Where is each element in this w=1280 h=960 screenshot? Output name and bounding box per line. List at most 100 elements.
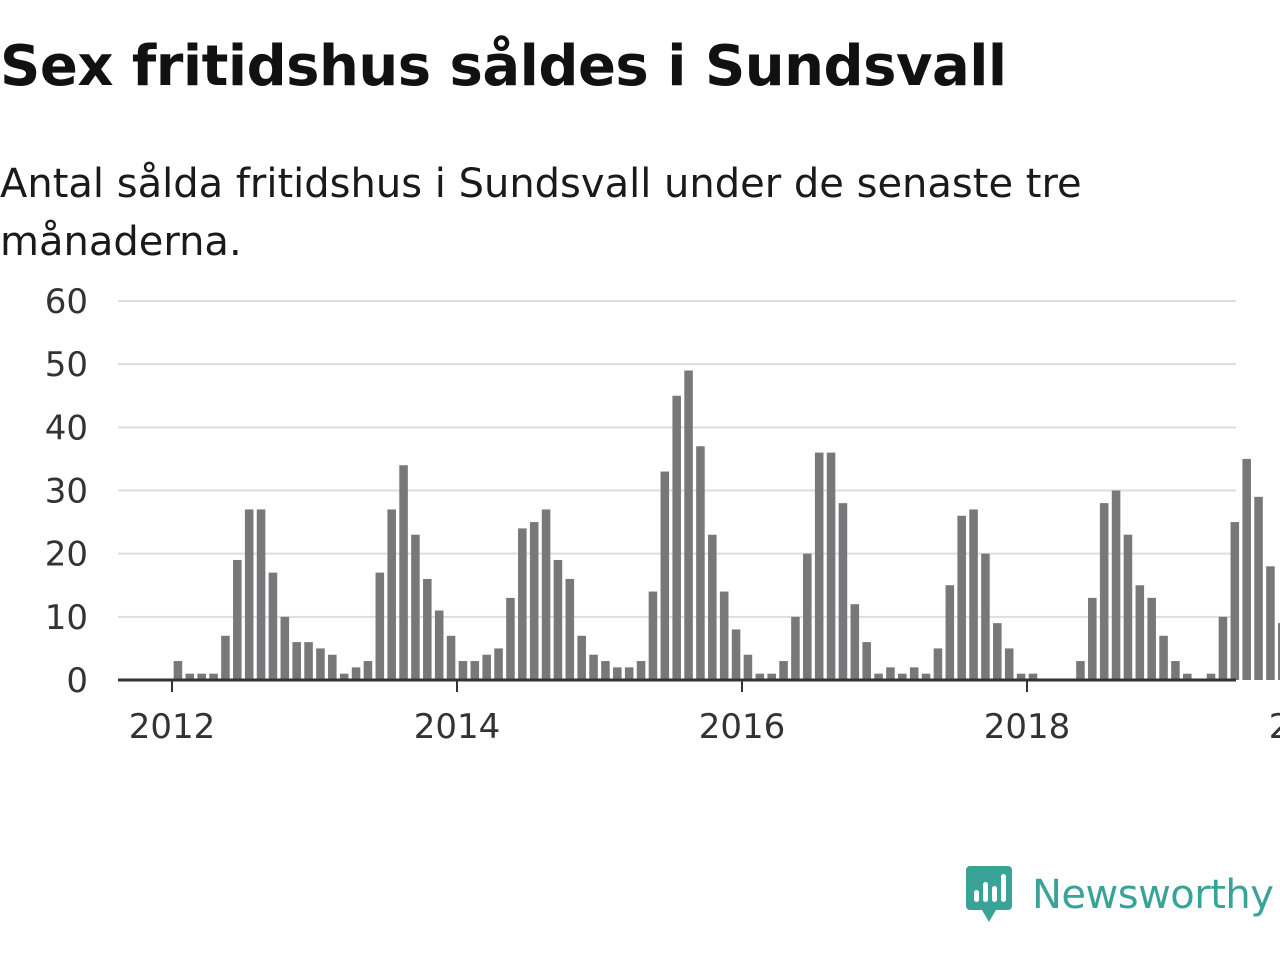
bar [518,528,527,680]
bar [684,370,693,680]
bar [363,661,373,680]
bar [909,667,919,680]
bar [767,673,776,680]
bar [458,661,468,680]
bar [601,661,610,680]
bar [1111,490,1121,680]
bar [1242,458,1251,680]
bar [387,509,396,680]
bar [660,471,670,680]
bar [423,578,432,680]
bar [1206,673,1216,680]
bar-series [173,370,1280,680]
bar [1123,534,1133,680]
newsworthy-logo-icon [966,866,1012,922]
x-tick-label: 2016 [699,707,786,747]
bar [969,509,978,680]
bar [921,673,931,680]
bar [1230,522,1240,680]
bar [814,452,824,680]
bar [577,635,586,680]
y-tick-label: 20 [45,535,88,575]
bar [1076,661,1085,680]
bar [541,509,551,680]
bar [589,654,598,680]
bar [791,616,800,680]
bar [933,648,943,680]
bar [826,452,836,680]
bar [351,667,361,680]
bar [304,642,313,680]
bar [1183,673,1192,680]
chart-title: Sex fritidshus såldes i Sundsvall [0,34,1007,99]
bar [339,673,349,680]
bar [529,522,539,680]
bar [838,503,848,680]
bar [292,642,301,680]
bar [197,673,206,680]
bar [672,395,681,680]
bar [886,667,895,680]
y-tick-label: 40 [45,408,88,448]
bar [613,667,622,680]
x-tick-label: 2014 [414,707,501,747]
bar [470,661,480,680]
bar [1028,673,1038,680]
bar [874,673,883,680]
bar [434,610,444,680]
bar [1159,635,1168,680]
bar [898,673,907,680]
bar [731,629,741,680]
brand-name: Newsworthy [1032,872,1274,918]
bar [981,553,990,680]
bar [446,635,456,680]
bar [696,446,705,680]
bar [850,604,860,680]
bar [624,667,634,680]
bar [411,534,420,680]
bar [993,623,1002,680]
bar [945,585,955,680]
x-tick-label: 2018 [984,707,1071,747]
brand-logo: Newsworthy [964,864,1274,926]
bar [1266,566,1275,680]
bar [173,661,183,680]
bar [743,654,753,680]
bar [1171,661,1180,680]
bar [755,673,765,680]
chart-subtitle: Antal sålda fritidshus i Sundsvall under… [0,161,1082,265]
bar [1088,597,1097,680]
y-tick-label: 0 [66,661,88,701]
x-tick-label: 2012 [129,707,216,747]
bar [1278,623,1280,680]
bar [221,635,230,680]
bar [1135,585,1145,680]
bar [1147,597,1156,680]
bar [708,534,717,680]
bar [1099,503,1109,680]
bar [233,559,242,680]
y-tick-label: 30 [45,472,88,512]
x-axis: 20122014201620182020202220242026 [118,678,1280,747]
bar [375,572,385,680]
bar [399,465,408,680]
bar [256,509,266,680]
bar [803,553,812,680]
y-tick-label: 60 [45,282,88,322]
bar [244,509,254,680]
bar [185,673,195,680]
bar [648,591,658,680]
bar [719,591,729,680]
x-tick-label: 2020 [1269,707,1280,747]
bar [316,648,325,680]
bar [636,661,646,680]
y-tick-label: 50 [45,345,88,385]
bar [482,654,491,680]
bar [779,661,788,680]
bar [553,559,563,680]
bar [862,642,871,680]
bar [1004,648,1014,680]
bar [565,578,575,680]
bar [280,616,290,680]
